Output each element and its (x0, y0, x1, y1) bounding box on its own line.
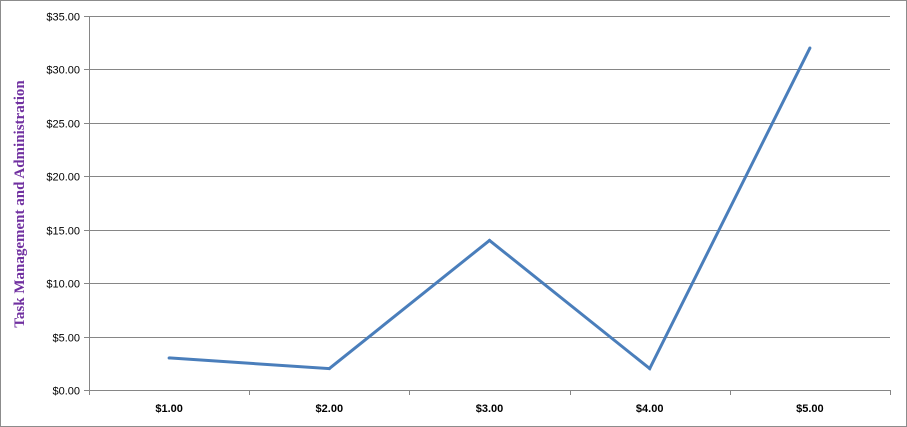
y-tick-label: $20.00 (46, 172, 80, 184)
x-tick-label: $5.00 (796, 403, 824, 415)
series-layer (167, 46, 812, 371)
y-tick-label: $25.00 (46, 119, 80, 131)
y-tick-label: $35.00 (46, 12, 80, 24)
gridlines (89, 16, 890, 338)
y-tick-label: $10.00 (46, 279, 80, 291)
data-point (648, 367, 652, 371)
x-tick-label: $3.00 (476, 403, 504, 415)
data-point (167, 356, 171, 360)
y-tick-label: $0.00 (52, 386, 80, 398)
x-tick-label: $4.00 (636, 403, 664, 415)
y-tick-label: $30.00 (46, 65, 80, 77)
data-point (327, 367, 331, 371)
data-point (808, 46, 812, 50)
data-point (488, 238, 491, 242)
y-axis-label: Task Management and Administration (12, 80, 28, 328)
y-tick-label: $15.00 (46, 226, 80, 238)
y-tick-labels: $0.00 $5.00 $10.00 $15.00 $20.00 $25.00 $30.00… (46, 12, 80, 398)
axes (84, 16, 891, 395)
series-line (169, 47, 812, 371)
y-tick-label: $5.00 (52, 333, 80, 345)
x-tick-label: $2.00 (316, 403, 344, 415)
x-tick-label: $1.00 (155, 403, 183, 415)
x-tick-labels: $1.00 $2.00 $3.00 $4.00 $5.00 (155, 403, 823, 415)
